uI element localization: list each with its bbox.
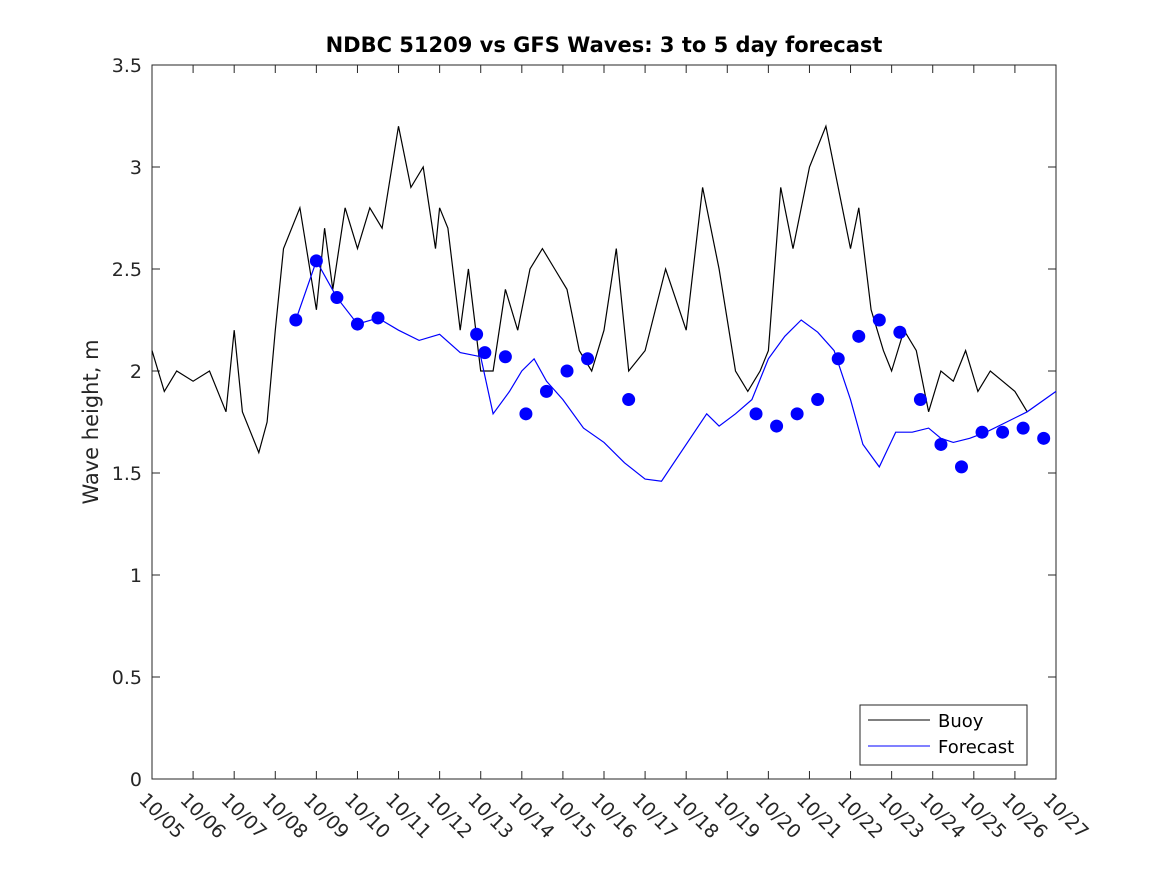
legend-buoy-label: Buoy [938, 711, 984, 732]
y-tick-label: 3.5 [112, 55, 142, 77]
x-tick-label: 10/16 [586, 789, 640, 843]
x-tick-label: 10/24 [915, 789, 969, 843]
series-layer [151, 124, 1057, 482]
series-line-forecast [295, 259, 1057, 482]
x-tick-label: 10/22 [833, 789, 887, 843]
forecast-point [622, 393, 636, 407]
forecast-point [770, 419, 784, 433]
forecast-point [831, 352, 845, 366]
x-tick-label: 10/10 [340, 789, 394, 843]
series-line-buoy [151, 124, 1028, 455]
x-tick-label: 10/27 [1038, 789, 1092, 843]
x-tick-label: 10/23 [874, 789, 928, 843]
x-tick-label: 10/18 [669, 789, 723, 843]
forecast-point [330, 291, 344, 305]
y-tick-label: 0.5 [112, 667, 142, 689]
x-tick-label: 10/13 [463, 789, 517, 843]
x-tick-label: 10/12 [422, 789, 476, 843]
tick-marks [151, 64, 1057, 780]
forecast-point [470, 327, 484, 341]
forecast-point [498, 350, 512, 364]
plot-frame [151, 64, 1057, 780]
forecast-point [350, 317, 364, 331]
x-tick-label: 10/11 [381, 789, 435, 843]
forecast-point [954, 460, 968, 474]
y-tick-label: 2 [130, 361, 142, 383]
chart-title: NDBC 51209 vs GFS Waves: 3 to 5 day fore… [326, 33, 883, 57]
forecast-point [893, 325, 907, 339]
forecast-point [560, 364, 574, 378]
forecast-point [289, 313, 303, 327]
x-tick-label: 10/15 [545, 789, 599, 843]
forecast-point [872, 313, 886, 327]
legend: Buoy Forecast [859, 704, 1028, 766]
forecast-point [975, 425, 989, 439]
x-tick-label: 10/20 [751, 789, 805, 843]
plot-area [151, 64, 1057, 780]
x-tick-label: 10/09 [299, 789, 353, 843]
y-tick-label: 3 [130, 157, 142, 179]
forecast-point [790, 407, 804, 421]
forecast-point [749, 407, 763, 421]
forecast-point [996, 425, 1010, 439]
y-tick-label: 0 [130, 769, 142, 791]
y-tick-label: 1.5 [112, 463, 142, 485]
x-tick-label: 10/07 [217, 789, 271, 843]
x-tick-label: 10/08 [258, 789, 312, 843]
y-tick-label: 1 [130, 565, 142, 587]
forecast-point [478, 346, 492, 360]
forecast-point [1037, 431, 1051, 445]
forecast-point [913, 393, 927, 407]
legend-box [859, 704, 1028, 766]
x-tick-label: 10/06 [176, 789, 230, 843]
x-tick-label: 10/21 [792, 789, 846, 843]
forecast-point [519, 407, 533, 421]
x-tick-label: 10/19 [710, 789, 764, 843]
marker-layer [289, 254, 1051, 474]
legend-forecast-label: Forecast [938, 737, 1014, 758]
x-tick-label: 10/26 [997, 789, 1051, 843]
forecast-point [811, 393, 825, 407]
y-tick-labels: 0 0.5 1 1.5 2 2.5 3 3.5 [112, 55, 142, 791]
forecast-point [934, 437, 948, 451]
x-tick-label: 10/25 [956, 789, 1010, 843]
forecast-point [852, 329, 866, 343]
x-tick-label: 10/14 [504, 789, 558, 843]
y-axis-label: Wave height, m [79, 339, 103, 504]
forecast-point [1016, 421, 1030, 435]
forecast-point [581, 352, 595, 366]
x-tick-labels: 10/0510/0610/0710/0810/0910/1010/1110/12… [134, 789, 1092, 843]
forecast-point [309, 254, 323, 268]
forecast-point [539, 384, 553, 398]
x-tick-label: 10/17 [628, 789, 682, 843]
forecast-point [371, 311, 385, 325]
x-tick-label: 10/05 [134, 789, 188, 843]
y-tick-label: 2.5 [112, 259, 142, 281]
